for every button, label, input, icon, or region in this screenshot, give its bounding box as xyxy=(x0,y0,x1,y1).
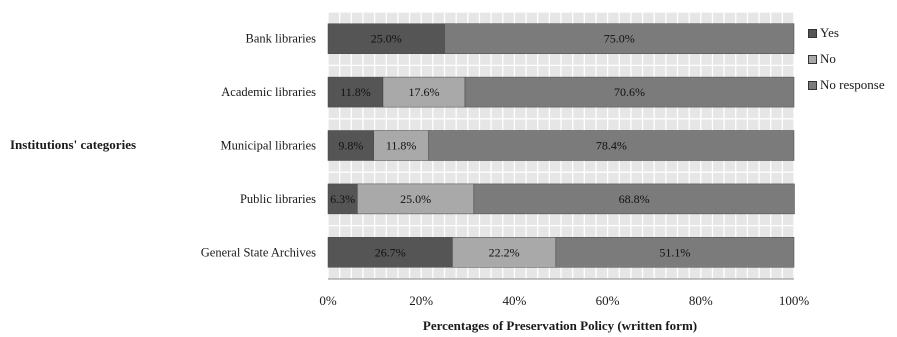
bar-no-response xyxy=(555,237,795,268)
legend-label-no: No xyxy=(820,51,836,66)
bar-label-no-response: 68.8% xyxy=(619,192,650,206)
bar-label-yes: 26.7% xyxy=(375,245,406,259)
bar-no-response xyxy=(428,130,795,161)
category-label: Public libraries xyxy=(240,192,316,206)
bar-label-no: 11.8% xyxy=(386,139,417,153)
bar-label-no: 17.6% xyxy=(408,85,439,99)
bar-yes xyxy=(327,183,358,215)
x-tick-label: 0% xyxy=(319,293,337,308)
bar-no xyxy=(373,130,429,161)
bar-yes xyxy=(327,237,453,268)
x-tick-label: 60% xyxy=(596,293,620,308)
legend: Yes No No response xyxy=(808,20,885,98)
bars xyxy=(327,23,795,268)
category-label: General State Archives xyxy=(201,245,316,259)
legend-swatch-no-response xyxy=(808,80,817,90)
bar-label-yes: 25.0% xyxy=(371,32,402,46)
bar-label-no-response: 78.4% xyxy=(596,139,627,153)
bar-no xyxy=(382,76,466,108)
bar-label-yes: 6.3% xyxy=(330,192,355,206)
bar-yes xyxy=(327,23,445,54)
legend-swatch-yes xyxy=(808,28,817,38)
bar-data-labels: 25.0% 75.0% 11.8% 17.6% 70.6% 9.8% 11.8% 78.4% 6… xyxy=(330,32,690,260)
bar-label-no-response: 75.0% xyxy=(604,32,635,46)
category-label: Municipal libraries xyxy=(221,139,317,153)
legend-swatch-no xyxy=(808,54,817,64)
x-tick-labels: 0% 20% 40% 60% 80% 100% xyxy=(319,293,809,308)
bar-no xyxy=(357,183,475,215)
bar-label-no-response: 70.6% xyxy=(614,85,645,99)
bar-label-yes: 9.8% xyxy=(338,139,363,153)
category-label: Academic libraries xyxy=(221,85,316,99)
x-tick-label: 20% xyxy=(409,293,433,308)
y-axis-title: Institutions' categories xyxy=(10,137,136,152)
x-tick-label: 40% xyxy=(502,293,526,308)
legend-item-yes: Yes xyxy=(808,20,885,46)
bar-label-yes: 11.8% xyxy=(340,85,371,99)
legend-label-yes: Yes xyxy=(820,25,839,40)
bar-no-response xyxy=(473,183,795,215)
bar-no-response xyxy=(444,23,795,54)
category-labels: Bank libraries Academic libraries Municipa… xyxy=(201,32,316,260)
x-tick-label: 80% xyxy=(689,293,713,308)
bar-label-no: 22.2% xyxy=(489,245,520,259)
x-tick-label: 100% xyxy=(779,293,810,308)
x-axis-title: Percentages of Preservation Policy (writ… xyxy=(423,318,697,333)
bar-label-no: 25.0% xyxy=(400,192,431,206)
bar-yes xyxy=(327,130,374,161)
bar-yes xyxy=(327,76,384,108)
legend-item-no-response: No response xyxy=(808,72,885,98)
bar-no-response xyxy=(464,76,795,108)
legend-item-no: No xyxy=(808,46,885,72)
bar-label-no-response: 51.1% xyxy=(659,245,690,259)
category-label: Bank libraries xyxy=(246,32,317,46)
bar-no xyxy=(452,237,557,268)
legend-label-no-response: No response xyxy=(820,77,885,92)
